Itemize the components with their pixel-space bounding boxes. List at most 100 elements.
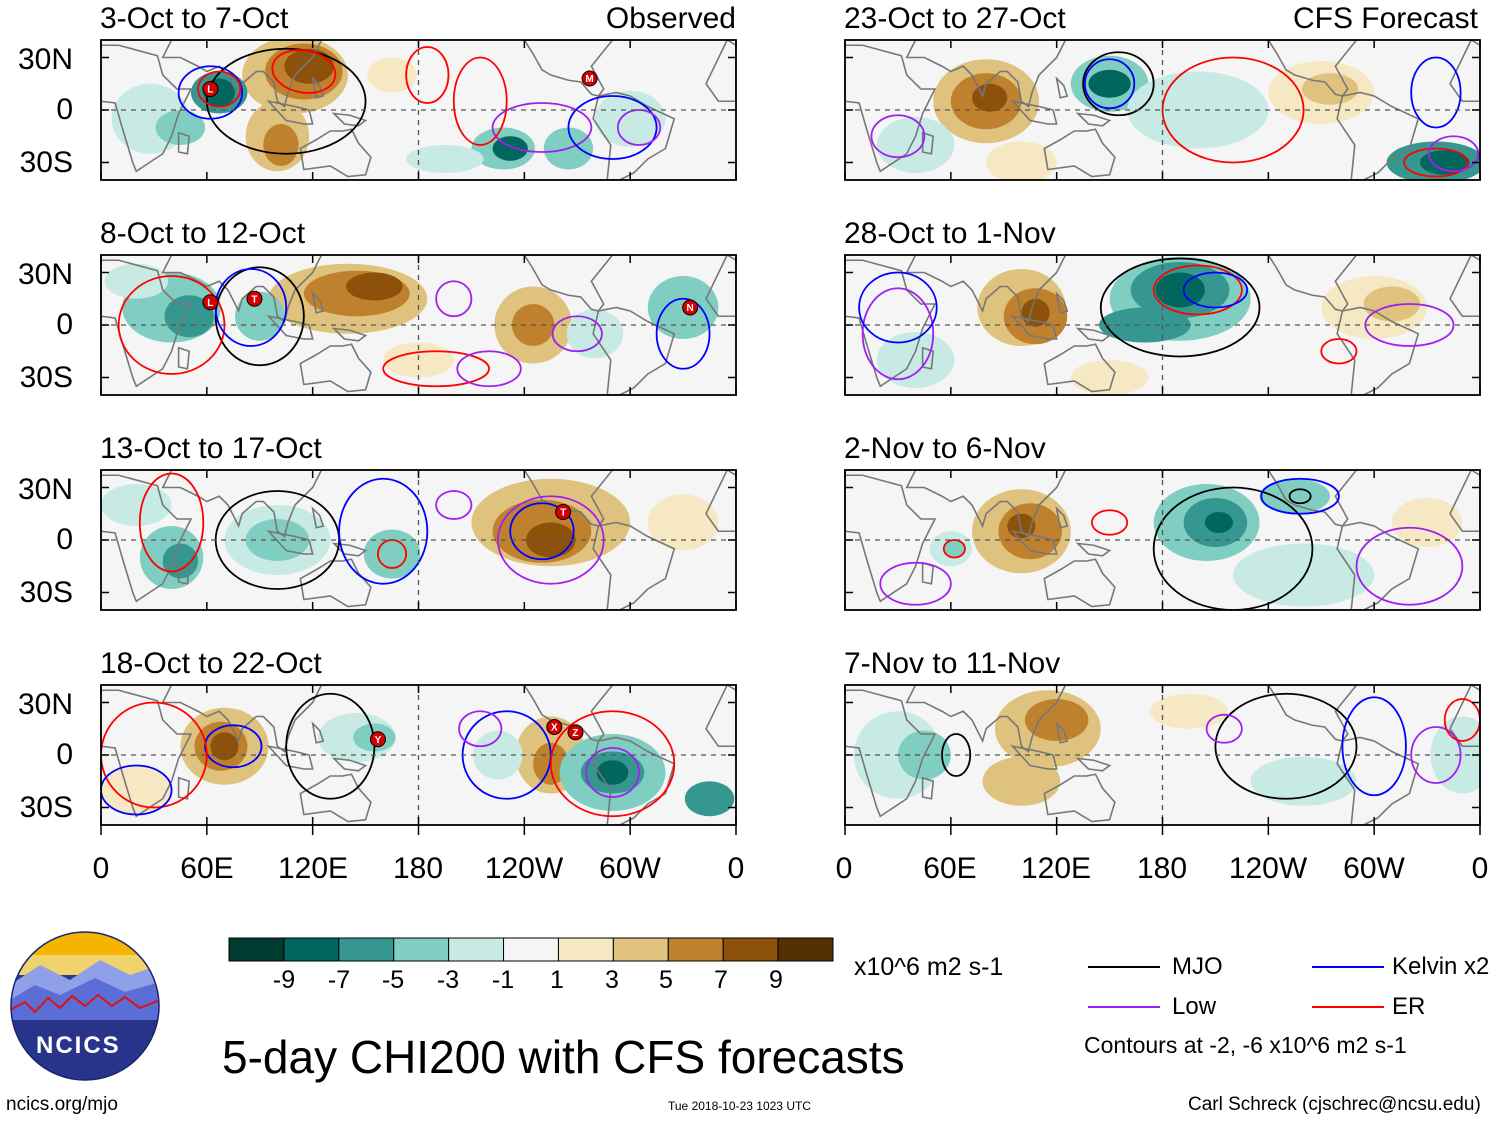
coastline [311, 76, 325, 99]
wave-contour [1410, 726, 1462, 784]
wave-contour [205, 47, 367, 155]
colorbar-label: -5 [381, 966, 405, 994]
wave-contour [1152, 486, 1314, 610]
wave-contour [405, 46, 450, 104]
wave-contour [879, 561, 952, 606]
map-field [101, 470, 736, 610]
chi200-anomaly [155, 110, 206, 145]
forecast-header: CFS Forecast [1292, 2, 1478, 35]
coastline [1336, 736, 1420, 825]
coastline [311, 506, 325, 529]
storm-symbol [555, 504, 572, 520]
chi200-anomaly [263, 124, 299, 166]
storm-letter: N [687, 303, 694, 314]
coastline [266, 314, 314, 340]
coastline [592, 306, 676, 395]
wave-contour [435, 490, 473, 520]
coastline [1267, 255, 1358, 312]
chi200-anomaly [876, 117, 955, 173]
coastline [101, 689, 193, 818]
y-label-eq: 0 [56, 523, 73, 556]
wave-contour [941, 733, 972, 777]
colorbar-label: 7 [714, 966, 728, 994]
map-field [845, 40, 1480, 180]
map-panel-8 [844, 684, 1481, 835]
y-label-30s: 30S [19, 576, 73, 609]
storm-marker: L [202, 294, 219, 311]
coastline [705, 470, 736, 533]
coastline [592, 521, 676, 610]
ncics-logo [10, 931, 160, 1081]
chi200-anomaly [526, 522, 576, 558]
coastline [266, 99, 314, 125]
map-field [845, 470, 1480, 610]
map-panel-3 [100, 469, 737, 611]
wave-contour [549, 710, 676, 818]
map-panel-1 [100, 39, 737, 181]
colorbar-swatch [228, 937, 285, 962]
chi200-anomaly [1024, 699, 1089, 741]
chi200-anomaly [647, 494, 719, 551]
map-panel-6 [844, 254, 1481, 396]
chi200-anomaly [986, 141, 1057, 180]
chi200-anomaly [566, 309, 624, 359]
wave-contour [942, 539, 966, 559]
wave-contour [585, 747, 640, 798]
legend-low-label: Low [1172, 993, 1217, 1020]
y-label-30s: 30S [19, 361, 73, 394]
panel-title-2: 8-Oct to 12-Oct [100, 217, 306, 250]
coastline [299, 128, 372, 178]
coastline [1010, 529, 1058, 555]
storm-marker: T [246, 290, 263, 307]
map-field [845, 255, 1480, 395]
source-url[interactable]: ncics.org/mjo [6, 1094, 118, 1115]
colorbar-label: -1 [491, 966, 515, 994]
coastline [1010, 99, 1058, 125]
chi200-anomaly [1204, 512, 1234, 533]
chi200-anomaly [943, 540, 965, 558]
chi200-anomaly [346, 272, 403, 301]
coastline [1336, 306, 1420, 395]
storm-marker: Z [567, 724, 584, 741]
storm-symbol [202, 294, 219, 311]
chi200-anomaly [492, 136, 528, 161]
coastline [299, 773, 372, 823]
colorbar-swatch [448, 937, 505, 962]
logo-line [11, 993, 159, 1014]
wave-contour [1091, 509, 1129, 536]
colorbar-label: 5 [659, 966, 673, 994]
chi200-anomaly [876, 332, 955, 388]
colorbar-swatch [722, 937, 779, 962]
coastline [1043, 558, 1116, 608]
coastline [177, 131, 191, 155]
y-label-30n: 30N [17, 688, 73, 721]
coastline [331, 327, 368, 342]
storm-letter: T [560, 508, 566, 519]
wave-contour [567, 95, 658, 160]
chi200-anomaly [406, 145, 484, 173]
coastline [1055, 506, 1069, 529]
coastline [331, 112, 368, 127]
x-label-360: 0 [1471, 852, 1489, 885]
x-label-60e: 60E [923, 852, 977, 885]
colorbar-swatch [338, 937, 395, 962]
wave-contour [1099, 257, 1261, 358]
coastline [1449, 685, 1480, 748]
map-field [101, 685, 736, 825]
coastline [161, 255, 323, 323]
map-field [845, 685, 1480, 825]
coastline [523, 40, 614, 97]
y-label-eq: 0 [56, 308, 73, 341]
colorbar-swatch [777, 937, 834, 962]
wave-contour [101, 764, 173, 816]
map-field [101, 255, 736, 395]
map-field [101, 40, 736, 180]
map-panel-7 [844, 469, 1481, 611]
coastline [592, 736, 676, 825]
coastline [1075, 112, 1112, 127]
storm-symbol [567, 724, 584, 741]
coastline [905, 255, 1067, 323]
chi200-anomaly [104, 263, 169, 299]
wave-contour [1082, 51, 1155, 117]
